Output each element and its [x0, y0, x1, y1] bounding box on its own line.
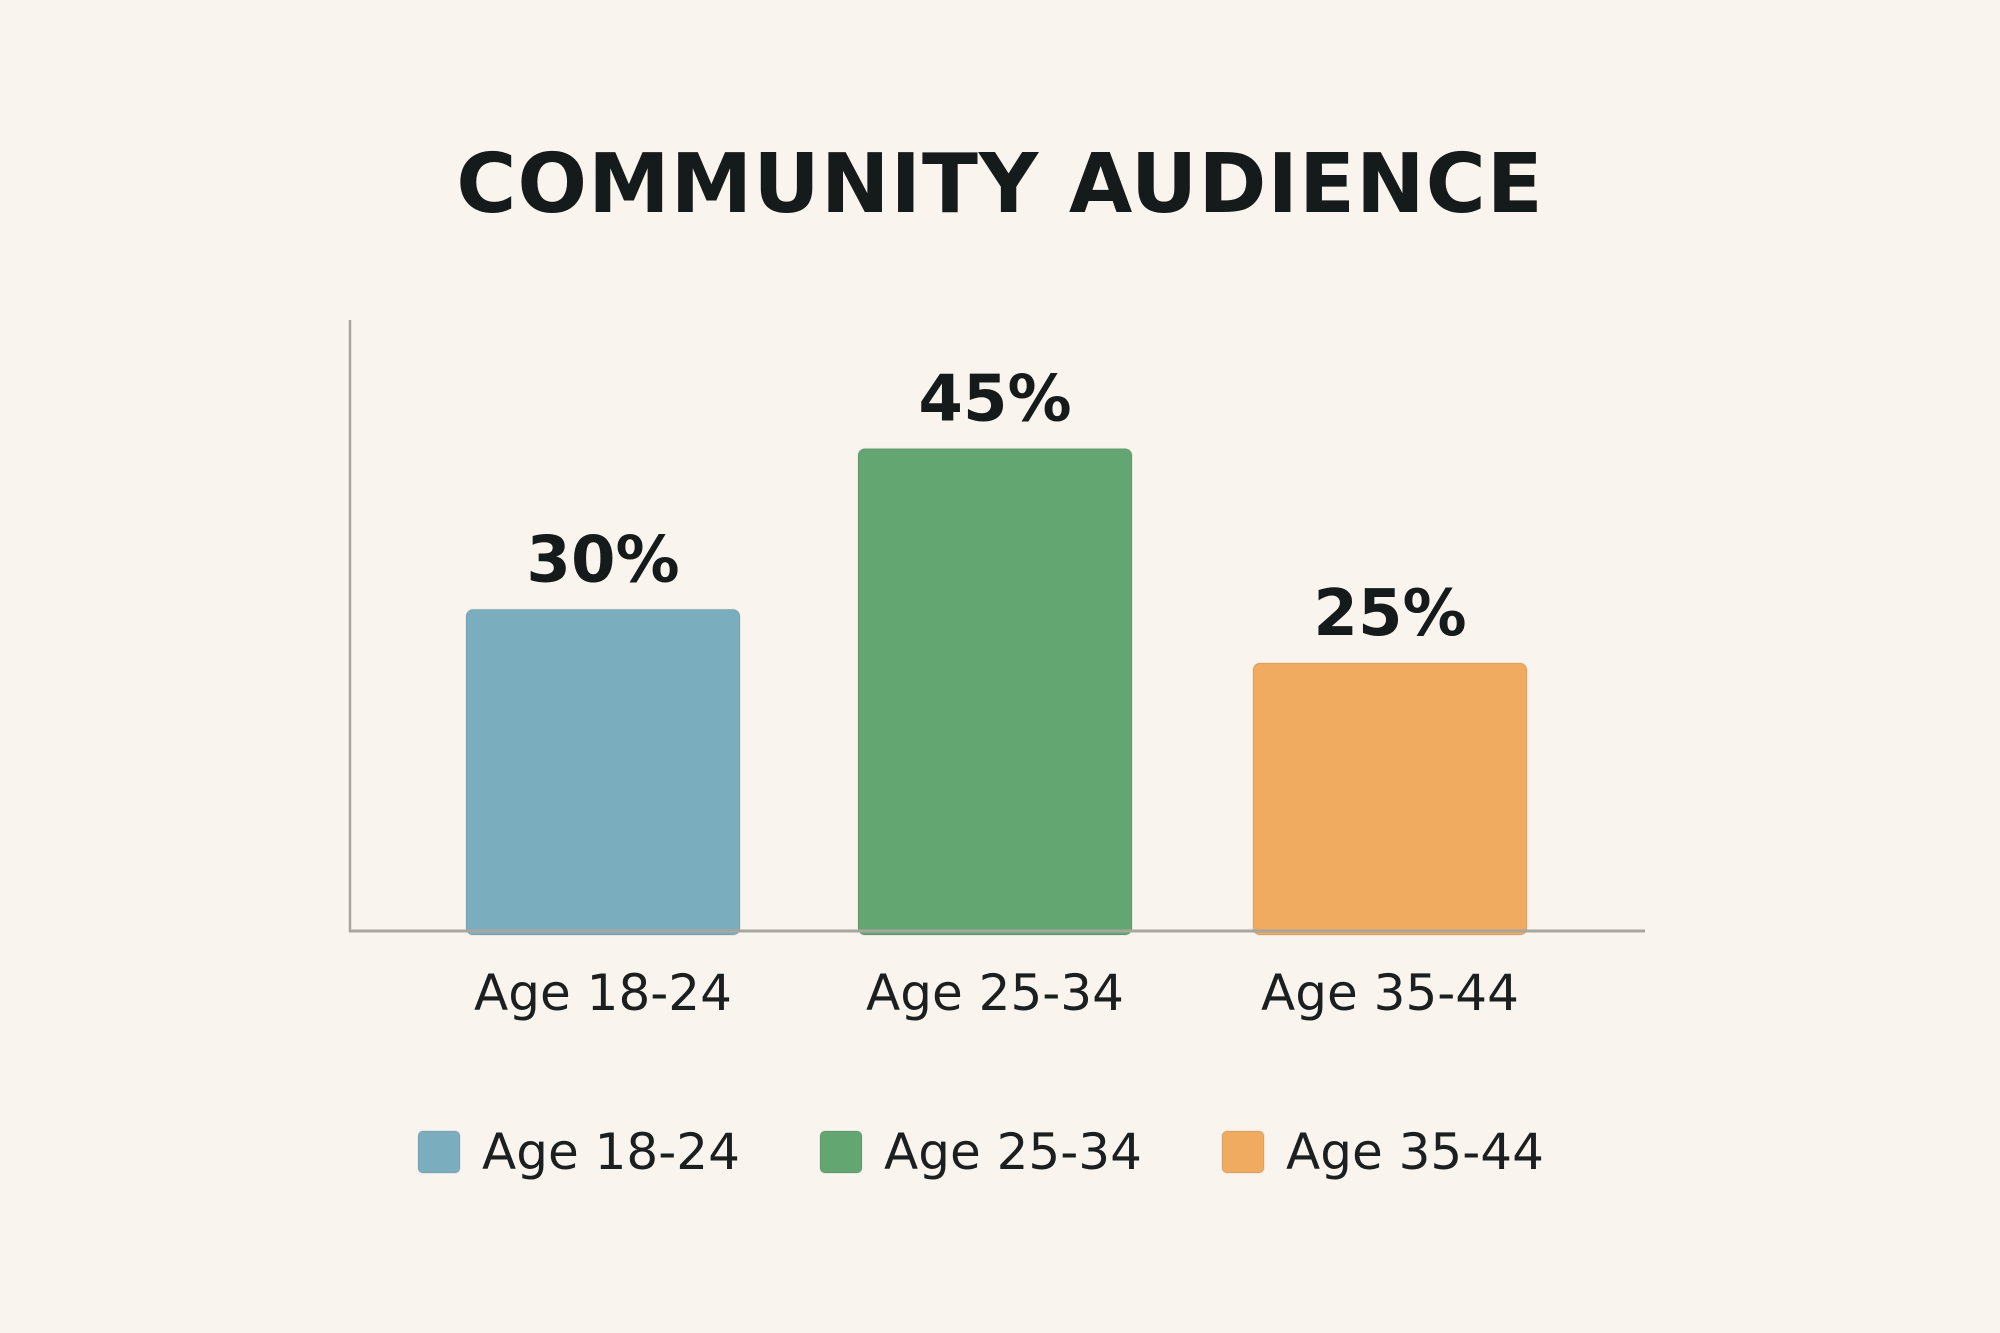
bar-age-25-34: [857, 447, 1133, 936]
legend-label: Age 35-44: [1286, 1123, 1544, 1181]
bar-value-label: 45%: [918, 363, 1071, 437]
legend-swatch: [417, 1130, 461, 1174]
legend-label: Age 25-34: [884, 1123, 1142, 1181]
bar-value-label: 25%: [1313, 577, 1466, 651]
x-tick-label: Age 25-34: [866, 964, 1124, 1022]
bar-age-18-24: [465, 608, 741, 936]
chart-title: COMMUNITY AUDIENCE: [456, 137, 1544, 232]
bar-value-label: 30%: [526, 523, 679, 597]
x-tick-label: Age 35-44: [1261, 964, 1519, 1022]
legend-label: Age 18-24: [482, 1123, 740, 1181]
legend-swatch: [819, 1130, 863, 1174]
legend-swatch: [1221, 1130, 1265, 1174]
bar-age-35-44: [1252, 662, 1528, 936]
x-tick-label: Age 18-24: [474, 964, 732, 1022]
